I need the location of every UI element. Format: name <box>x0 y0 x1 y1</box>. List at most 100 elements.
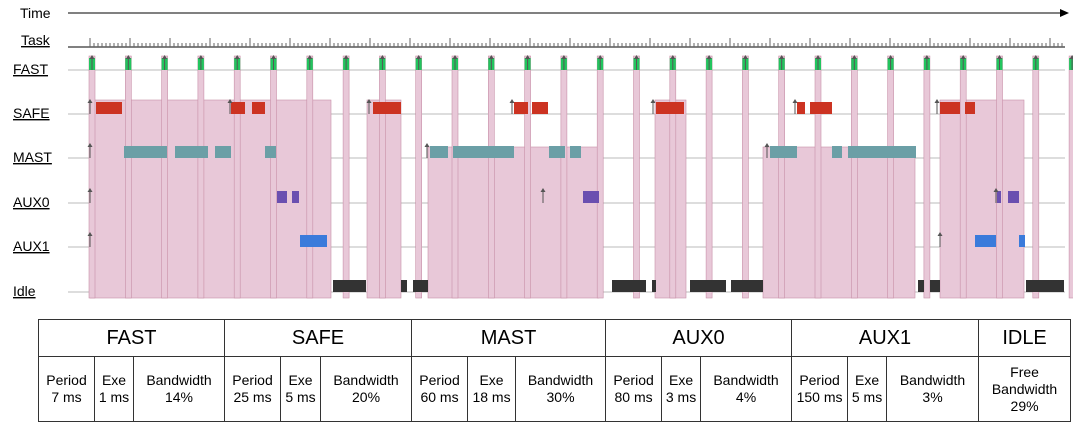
preemption-band <box>596 55 604 299</box>
aux1-exe-cell: Exe 5 ms <box>847 356 888 422</box>
safe-bar <box>810 102 832 114</box>
release-arrow-icon <box>924 55 930 70</box>
task-label-safe: SAFE <box>13 105 50 121</box>
release-arrow-icon <box>888 55 894 70</box>
mast-bar <box>215 146 231 158</box>
preemption-band <box>197 55 205 299</box>
idle-bar <box>1026 280 1064 292</box>
mast-bar <box>265 146 276 158</box>
idle-bar <box>731 280 763 292</box>
preemption-band <box>451 55 459 299</box>
preemption-band <box>560 55 568 299</box>
preemption-band <box>1068 55 1073 299</box>
release-arrow-icon <box>87 99 93 114</box>
idle-bar <box>401 280 407 292</box>
idle-bar <box>612 280 646 292</box>
mast-bar <box>430 146 448 158</box>
safe-period-cell: Period 25 ms <box>224 356 282 422</box>
release-arrow-icon <box>706 55 712 70</box>
safe-bar <box>965 102 975 114</box>
mast-bar <box>770 146 797 158</box>
mast-bar <box>832 146 842 158</box>
safe-bandwidth-cell: Bandwidth 20% <box>320 356 413 422</box>
mast-bandwidth-cell: Bandwidth 30% <box>515 356 607 422</box>
mast-bar <box>453 146 514 158</box>
release-arrow-icon <box>561 55 567 70</box>
release-arrow-icon <box>997 55 1002 70</box>
time-axis-label: Time <box>20 5 51 21</box>
release-arrow-icon <box>509 99 515 114</box>
preemption-band <box>88 55 96 299</box>
preemption-band <box>524 55 531 299</box>
safe-bar <box>373 102 401 114</box>
summary-header-row: FAST SAFE MAST AUX0 AUX1 IDLE <box>37 319 1072 357</box>
release-arrow-icon <box>634 55 639 70</box>
preemption-band <box>669 55 677 299</box>
mast-exe-cell: Exe 18 ms <box>467 356 517 422</box>
preemption-band <box>887 55 894 299</box>
release-arrow-icon <box>125 55 131 70</box>
release-arrow-icon <box>937 232 943 247</box>
mast-bar <box>175 146 208 158</box>
release-arrow-icon <box>742 55 748 70</box>
aux1-bar <box>975 235 996 247</box>
mast-period-cell: Period 60 ms <box>411 356 469 422</box>
release-arrow-icon <box>597 55 603 70</box>
preemption-band <box>487 55 495 299</box>
fast-bar <box>1069 58 1073 70</box>
release-arrow-icon <box>366 99 372 114</box>
preemption-band <box>959 55 967 299</box>
preemption-band <box>996 55 1003 299</box>
aux1-period-cell: Period 150 ms <box>791 356 849 422</box>
release-arrow-icon <box>851 55 857 70</box>
release-arrow-icon <box>424 143 430 158</box>
preemption-band <box>850 55 858 299</box>
task-label-fast: FAST <box>13 61 48 77</box>
release-arrow-icon <box>993 188 999 203</box>
idle-bar <box>690 280 726 292</box>
aux0-bandwidth-cell: Bandwidth 4% <box>700 356 793 422</box>
release-arrow-icon <box>488 55 494 70</box>
schedule-diagram: Time Task FAST SAFE MAST AUX0 AUX1 Idle <box>13 5 1073 299</box>
preemption-band <box>778 55 786 299</box>
safe-bar <box>532 102 548 114</box>
preemption-band <box>415 55 423 299</box>
release-arrow-icon <box>227 99 233 114</box>
release-arrow-icon <box>815 55 821 70</box>
fast-bandwidth-cell: Bandwidth 14% <box>132 356 226 422</box>
group-header-mast: MAST <box>411 319 607 357</box>
mast-bar <box>848 146 916 158</box>
release-arrow-icon <box>343 55 349 70</box>
release-arrow-icon <box>89 55 95 70</box>
safe-bar <box>797 102 805 114</box>
idle-free-bandwidth-cell: Free Bandwidth 29% <box>978 356 1072 422</box>
safe-bar <box>96 102 122 114</box>
release-arrow-icon <box>234 55 240 70</box>
release-arrow-icon <box>271 55 276 70</box>
release-arrow-icon <box>307 55 313 70</box>
release-arrow-icon <box>934 99 940 114</box>
preemption-band <box>233 55 241 299</box>
aux0-period-cell: Period 80 ms <box>605 356 663 422</box>
preemption-band <box>814 55 822 299</box>
group-header-fast: FAST <box>37 319 226 357</box>
aux0-bar <box>1008 191 1019 203</box>
preemption-band <box>270 55 277 299</box>
task-label-aux1: AUX1 <box>13 238 50 254</box>
aux0-bar <box>997 191 1001 203</box>
group-header-aux0: AUX0 <box>605 319 793 357</box>
preemption-band <box>923 55 931 299</box>
aux0-exe-cell: Exe 3 ms <box>661 356 702 422</box>
preemption-bands <box>88 55 1073 299</box>
release-arrow-icon <box>87 188 93 203</box>
release-arrow-icon <box>162 55 168 70</box>
fast-period-cell: Period 7 ms <box>38 356 95 422</box>
release-arrow-icon <box>960 55 966 70</box>
preemption-band <box>742 55 749 299</box>
preemption-band <box>705 55 713 299</box>
release-arrow-icon <box>87 143 93 158</box>
preemption-band <box>125 55 132 299</box>
release-arrow-icon <box>670 55 676 70</box>
release-arrow-icon <box>525 55 531 70</box>
aux0-bar <box>277 191 287 203</box>
